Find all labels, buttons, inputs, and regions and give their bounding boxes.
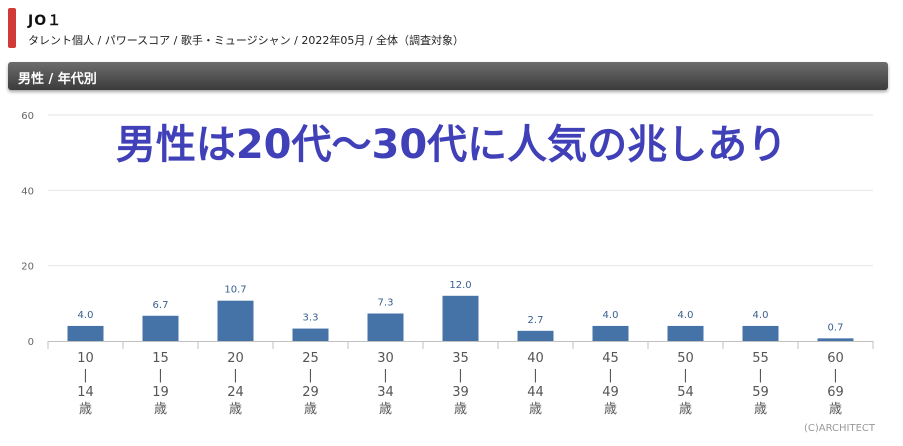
x-tick-label: | — [383, 368, 387, 383]
bar-value-label: 4.0 — [678, 310, 694, 321]
x-tick-label: 歳 — [454, 402, 467, 417]
bar-value-label: 0.7 — [828, 322, 844, 333]
x-tick-label: 60 — [827, 351, 844, 366]
page-title: JO１ — [28, 13, 63, 29]
bar-value-label: 4.0 — [78, 310, 94, 321]
x-tick-label: 歳 — [754, 402, 767, 417]
x-tick-label: 歳 — [829, 402, 842, 417]
x-tick-label: 59 — [752, 385, 769, 400]
y-tick-label: 0 — [28, 337, 34, 348]
copyright-credit: (C)ARCHITECT — [803, 423, 875, 434]
bar — [67, 325, 104, 341]
bar — [217, 300, 254, 341]
x-tick-label: | — [533, 368, 537, 383]
y-tick-label: 40 — [21, 186, 34, 197]
header: JO１ タレント個人 / パワースコア / 歌手・ミュージシャン / 2022年… — [8, 8, 888, 50]
x-tick-label: | — [83, 368, 87, 383]
x-tick-label: | — [458, 368, 462, 383]
y-tick-label: 60 — [21, 111, 34, 122]
bar — [367, 313, 404, 341]
x-tick-label: | — [758, 368, 762, 383]
x-tick-label: 39 — [452, 385, 469, 400]
section-header: 男性 / 年代別 — [8, 62, 888, 90]
bar — [592, 325, 629, 341]
section-label: 男性 / 年代別 — [18, 72, 97, 87]
bar — [667, 325, 704, 341]
x-tick-label: 25 — [302, 351, 319, 366]
bar — [817, 338, 854, 341]
x-tick-label: | — [833, 368, 837, 383]
x-tick-label: | — [158, 368, 162, 383]
x-tick-label: 歳 — [604, 402, 617, 417]
bar — [292, 328, 329, 341]
x-tick-label: 44 — [527, 385, 544, 400]
x-tick-label: | — [683, 368, 687, 383]
bar-value-label: 12.0 — [449, 280, 471, 291]
bar — [517, 330, 554, 341]
x-tick-label: 35 — [452, 351, 469, 366]
x-tick-label: 54 — [677, 385, 694, 400]
x-tick-label: 15 — [152, 351, 169, 366]
bar-value-label: 2.7 — [528, 315, 544, 326]
bar — [742, 325, 779, 341]
bar — [442, 295, 479, 341]
x-tick-label: | — [308, 368, 312, 383]
header-accent-bar — [8, 8, 16, 48]
bar — [142, 315, 179, 341]
x-tick-label: 24 — [227, 385, 244, 400]
x-tick-label: 55 — [752, 351, 769, 366]
x-tick-label: 歳 — [529, 402, 542, 417]
page-subtitle: タレント個人 / パワースコア / 歌手・ミュージシャン / 2022年05月 … — [28, 34, 465, 47]
bar-value-label: 6.7 — [153, 300, 169, 311]
x-tick-label: 歳 — [79, 402, 92, 417]
x-tick-label: 14 — [77, 385, 94, 400]
x-tick-label: 歳 — [229, 402, 242, 417]
y-tick-label: 20 — [21, 262, 34, 273]
x-tick-label: 40 — [527, 351, 544, 366]
x-tick-label: 49 — [602, 385, 619, 400]
x-tick-label: 29 — [302, 385, 319, 400]
annotation-headline: 男性は20代～30代に人気の兆しあり — [115, 122, 788, 168]
bar-value-label: 7.3 — [378, 298, 394, 309]
x-tick-label: 歳 — [679, 402, 692, 417]
bar-value-label: 10.7 — [224, 285, 246, 296]
bar-value-label: 4.0 — [603, 310, 619, 321]
x-tick-label: 30 — [377, 351, 394, 366]
x-tick-label: 50 — [677, 351, 694, 366]
x-tick-label: 歳 — [379, 402, 392, 417]
x-tick-label: 歳 — [304, 402, 317, 417]
x-tick-label: | — [233, 368, 237, 383]
x-tick-label: | — [608, 368, 612, 383]
x-tick-label: 19 — [152, 385, 169, 400]
bar-value-label: 4.0 — [753, 310, 769, 321]
x-tick-label: 69 — [827, 385, 844, 400]
x-tick-label: 45 — [602, 351, 619, 366]
x-tick-label: 10 — [77, 351, 94, 366]
x-tick-label: 歳 — [154, 402, 167, 417]
bar-value-label: 3.3 — [303, 313, 319, 324]
x-tick-label: 20 — [227, 351, 244, 366]
x-tick-label: 34 — [377, 385, 394, 400]
